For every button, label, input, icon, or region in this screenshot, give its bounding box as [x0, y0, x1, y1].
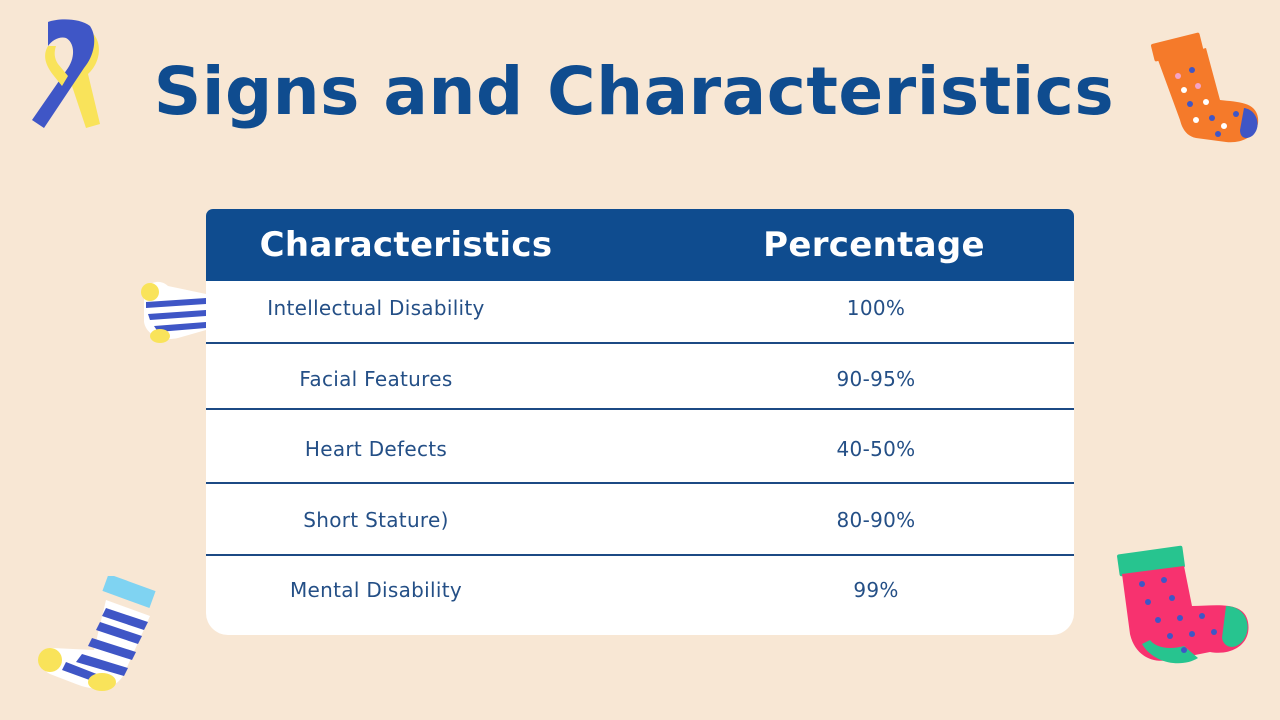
characteristics-table: Characteristics Percentage Intellectual …	[206, 209, 1074, 635]
cell-percentage: 40-50%	[836, 437, 916, 461]
table-row: Intellectual Disability 100%	[206, 296, 1074, 340]
orange-polka-dot-sock-icon	[1150, 32, 1259, 143]
table-row: Short Stature) 80-90%	[206, 508, 1074, 552]
column-header-characteristics: Characteristics	[259, 225, 553, 265]
cell-percentage: 99%	[853, 578, 899, 602]
cell-characteristic: Short Stature)	[303, 508, 449, 532]
cell-percentage: 80-90%	[836, 508, 916, 532]
cell-characteristic: Intellectual Disability	[267, 296, 485, 320]
cell-characteristic: Mental Disability	[289, 578, 463, 602]
row-divider	[206, 408, 1074, 410]
table-row: Heart Defects 40-50%	[206, 437, 1074, 481]
slide-title: Signs and Characteristics	[153, 53, 1115, 130]
column-header-percentage: Percentage	[763, 225, 985, 265]
table-row: Mental Disability 99%	[206, 578, 1074, 622]
row-divider	[206, 554, 1074, 556]
awareness-ribbon-icon	[32, 19, 100, 129]
cell-characteristic: Heart Defects	[304, 437, 448, 461]
row-divider	[206, 482, 1074, 484]
row-divider	[206, 342, 1074, 344]
table-row: Facial Features 90-95%	[206, 367, 1074, 411]
blue-striped-sock-icon	[141, 281, 206, 343]
cell-characteristic: Facial Features	[299, 367, 453, 391]
table-header: Characteristics Percentage	[206, 209, 1074, 281]
blue-striped-sock-icon	[38, 576, 156, 691]
pink-polka-dot-sock-icon	[1117, 545, 1249, 664]
cell-percentage: 90-95%	[836, 367, 916, 391]
cell-percentage: 100%	[846, 296, 906, 320]
